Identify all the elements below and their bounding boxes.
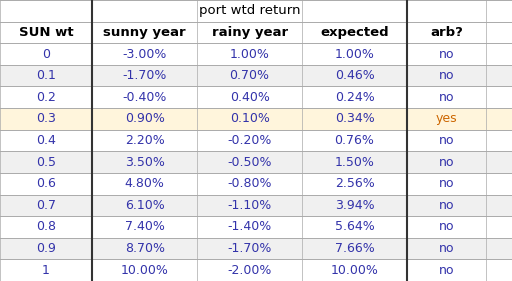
Text: 8.70%: 8.70% (124, 242, 165, 255)
Text: 0.2: 0.2 (36, 91, 56, 104)
Text: sunny year: sunny year (103, 26, 186, 39)
Text: 10.00%: 10.00% (121, 264, 168, 277)
Text: no: no (439, 69, 455, 82)
Text: 10.00%: 10.00% (331, 264, 378, 277)
Text: no: no (439, 134, 455, 147)
Text: no: no (439, 156, 455, 169)
Bar (0, 173, 512, 194)
Bar (0, 43, 512, 65)
Text: no: no (439, 242, 455, 255)
Text: 5.64%: 5.64% (335, 221, 374, 234)
Text: 0.3: 0.3 (36, 112, 56, 125)
Bar (0, 259, 512, 281)
Text: -1.10%: -1.10% (227, 199, 272, 212)
Bar (0, 108, 512, 130)
Text: expected: expected (320, 26, 389, 39)
Text: no: no (439, 199, 455, 212)
Text: port wtd return: port wtd return (199, 4, 301, 17)
Text: no: no (439, 47, 455, 60)
Text: 7.40%: 7.40% (125, 221, 164, 234)
Bar (0, 87, 512, 108)
Text: 0.76%: 0.76% (335, 134, 374, 147)
Text: 7.66%: 7.66% (335, 242, 374, 255)
Text: 0.6: 0.6 (36, 177, 56, 190)
Bar (0, 130, 512, 151)
Text: 0.46%: 0.46% (335, 69, 374, 82)
Text: yes: yes (436, 112, 458, 125)
Text: 2.20%: 2.20% (125, 134, 164, 147)
Text: SUN wt: SUN wt (19, 26, 73, 39)
Text: 0.7: 0.7 (36, 199, 56, 212)
Text: 0.90%: 0.90% (125, 112, 164, 125)
Bar (0, 151, 512, 173)
Text: rainy year: rainy year (211, 26, 288, 39)
Text: 0.9: 0.9 (36, 242, 56, 255)
Text: -0.50%: -0.50% (227, 156, 272, 169)
Text: -3.00%: -3.00% (122, 47, 167, 60)
Text: 0.34%: 0.34% (335, 112, 374, 125)
Bar (0, 22, 512, 43)
Text: -1.70%: -1.70% (227, 242, 272, 255)
Text: no: no (439, 91, 455, 104)
Text: 0.10%: 0.10% (230, 112, 269, 125)
Text: -2.00%: -2.00% (227, 264, 272, 277)
Text: -0.80%: -0.80% (227, 177, 272, 190)
Text: 4.80%: 4.80% (125, 177, 164, 190)
Text: 3.50%: 3.50% (125, 156, 164, 169)
Text: no: no (439, 177, 455, 190)
Text: 2.56%: 2.56% (335, 177, 374, 190)
Text: 0.8: 0.8 (36, 221, 56, 234)
Text: no: no (439, 221, 455, 234)
Text: 0.5: 0.5 (36, 156, 56, 169)
Text: 0.70%: 0.70% (229, 69, 270, 82)
Text: 0: 0 (42, 47, 50, 60)
Text: 0.24%: 0.24% (335, 91, 374, 104)
Bar (0, 216, 512, 238)
Bar (0, 238, 512, 259)
Text: 1.00%: 1.00% (230, 47, 269, 60)
Text: 1.50%: 1.50% (335, 156, 374, 169)
Text: 0.1: 0.1 (36, 69, 56, 82)
Text: arb?: arb? (430, 26, 463, 39)
Bar (0, 65, 512, 87)
Text: 0.4: 0.4 (36, 134, 56, 147)
Bar (0, 194, 512, 216)
Text: 3.94%: 3.94% (335, 199, 374, 212)
Text: 1.00%: 1.00% (335, 47, 374, 60)
Text: -0.20%: -0.20% (227, 134, 272, 147)
Bar (0, 0, 512, 22)
Text: -0.40%: -0.40% (122, 91, 167, 104)
Text: -1.70%: -1.70% (122, 69, 167, 82)
Text: 1: 1 (42, 264, 50, 277)
Text: -1.40%: -1.40% (227, 221, 272, 234)
Text: 6.10%: 6.10% (125, 199, 164, 212)
Text: no: no (439, 264, 455, 277)
Text: 0.40%: 0.40% (230, 91, 269, 104)
